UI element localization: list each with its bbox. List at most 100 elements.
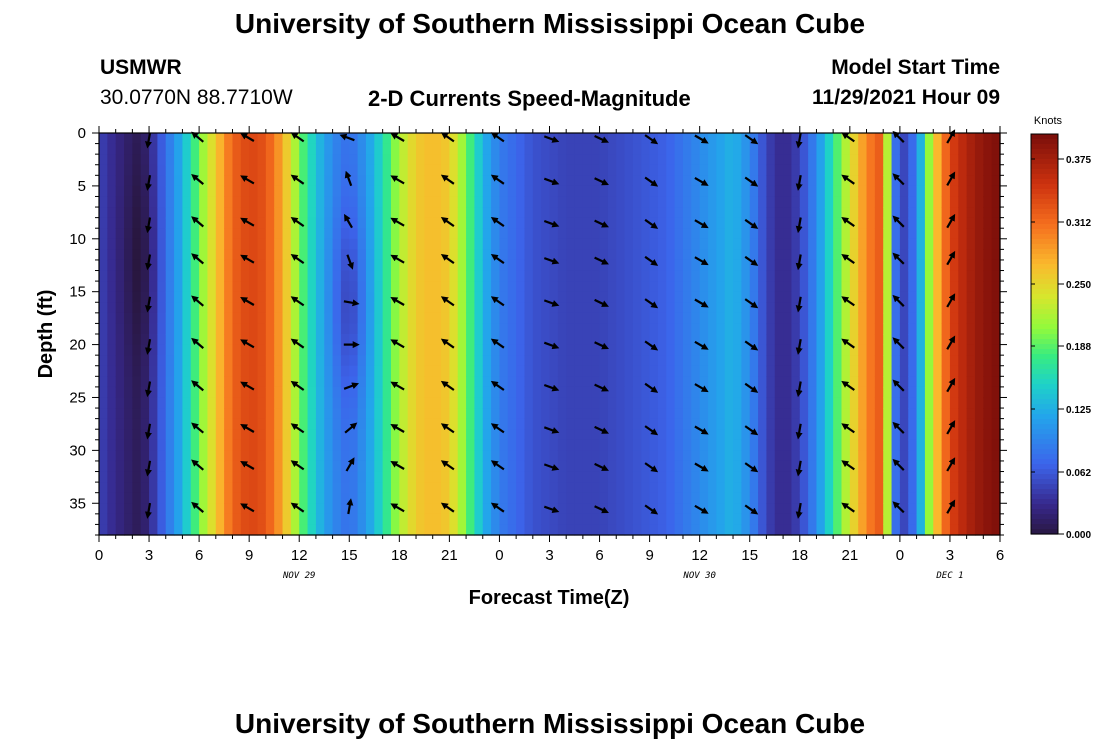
current-vector <box>795 423 803 440</box>
heatmap-cell <box>616 143 626 155</box>
heatmap-cell <box>774 429 784 441</box>
heatmap-cell <box>891 460 901 473</box>
heatmap-cell <box>290 408 300 420</box>
heatmap-cell <box>849 397 859 409</box>
heatmap-cell <box>224 503 234 515</box>
heatmap-cell <box>974 460 984 473</box>
heatmap-cell <box>749 334 759 346</box>
current-vector <box>892 252 905 265</box>
heatmap-cell <box>549 207 559 219</box>
heatmap-cell <box>657 334 667 346</box>
heatmap-cell <box>841 429 851 441</box>
heatmap-cell <box>240 365 250 377</box>
heatmap-cell <box>674 482 684 494</box>
heatmap-cell <box>232 386 242 399</box>
heatmap-cell <box>899 439 909 451</box>
heatmap-cell <box>290 196 300 208</box>
heatmap-cell <box>332 228 342 240</box>
heatmap-cell <box>716 386 726 399</box>
heatmap-cell <box>666 513 676 526</box>
current-vector <box>543 383 560 392</box>
heatmap-cell <box>265 376 275 388</box>
heatmap-cell <box>991 228 1001 240</box>
heatmap-cell <box>357 418 367 430</box>
heatmap-cell <box>666 355 676 367</box>
heatmap-cell <box>833 334 843 346</box>
colorbar-title: Knots <box>1034 115 1063 127</box>
heatmap-cell <box>157 281 167 293</box>
colorbar-segment <box>1031 329 1058 335</box>
heatmap-cell <box>899 154 909 166</box>
heatmap-cell <box>99 133 108 145</box>
current-vector <box>390 461 405 470</box>
heatmap-cell <box>115 217 125 229</box>
heatmap-cell <box>808 344 818 356</box>
heatmap-cell <box>357 334 367 346</box>
heatmap-cell <box>849 154 859 166</box>
heatmap-cell <box>491 154 501 166</box>
heatmap-cell <box>641 450 651 462</box>
heatmap-cell <box>974 154 984 166</box>
heatmap-cell <box>265 228 275 240</box>
heatmap-cell <box>699 259 709 272</box>
heatmap-cell <box>941 249 951 261</box>
heatmap-cell <box>708 365 717 377</box>
heatmap-cell <box>407 524 417 536</box>
heatmap-cell <box>365 154 375 166</box>
heatmap-cell <box>924 228 934 240</box>
heatmap-cell <box>157 323 167 335</box>
heatmap-cell <box>582 312 592 325</box>
heatmap-cell <box>616 302 626 314</box>
heatmap-cell <box>899 482 909 494</box>
heatmap-cell <box>257 185 267 198</box>
heatmap-cell <box>265 513 275 526</box>
heatmap-cell <box>390 323 400 335</box>
heatmap-cell <box>649 270 659 282</box>
current-vector <box>694 462 709 472</box>
heatmap-cell <box>624 185 634 198</box>
heatmap-cell <box>908 492 918 504</box>
heatmap-cell <box>899 344 909 356</box>
current-vector <box>390 217 405 227</box>
heatmap-cell <box>457 524 467 536</box>
heatmap-cell <box>766 460 776 473</box>
heatmap-cell <box>774 524 784 536</box>
colorbar-tick-label: 0.062 <box>1066 468 1091 479</box>
heatmap-cell <box>357 302 367 314</box>
current-vector <box>892 215 905 228</box>
heatmap-cell <box>474 503 484 515</box>
heatmap-cell <box>841 312 851 325</box>
heatmap-cell <box>157 386 167 399</box>
heatmap-cell <box>424 365 434 377</box>
heatmap-cell <box>382 524 392 536</box>
heatmap-cell <box>382 460 392 473</box>
heatmap-cell <box>657 302 667 314</box>
heatmap-cell <box>824 133 834 145</box>
heatmap-cell <box>783 291 793 303</box>
product-title: 2-D Currents Speed-Magnitude <box>368 86 691 111</box>
heatmap-cell <box>499 376 509 388</box>
heatmap-cell <box>290 302 300 314</box>
heatmap-cell <box>541 418 551 430</box>
heatmap-cell <box>716 471 726 483</box>
heatmap-cell <box>866 312 876 325</box>
heatmap-cell <box>691 175 701 187</box>
heatmap-cell <box>274 418 284 430</box>
heatmap-cell <box>974 133 984 145</box>
heatmap-cell <box>207 154 217 166</box>
heatmap-cell <box>783 439 793 451</box>
colorbar-segment <box>1031 339 1058 345</box>
heatmap-cell <box>582 429 592 441</box>
heatmap-cell <box>933 460 943 473</box>
heatmap-cell <box>232 408 242 420</box>
heatmap-cell <box>532 344 542 356</box>
heatmap-cell <box>682 386 692 399</box>
heatmap-cell <box>824 270 834 282</box>
heatmap-cell <box>374 270 384 282</box>
heatmap-cell <box>849 344 859 356</box>
heatmap-cell <box>482 503 492 515</box>
heatmap-cell <box>641 386 651 399</box>
heatmap-cell <box>708 429 717 441</box>
heatmap-cell <box>991 397 1001 409</box>
heatmap-cell <box>566 471 576 483</box>
